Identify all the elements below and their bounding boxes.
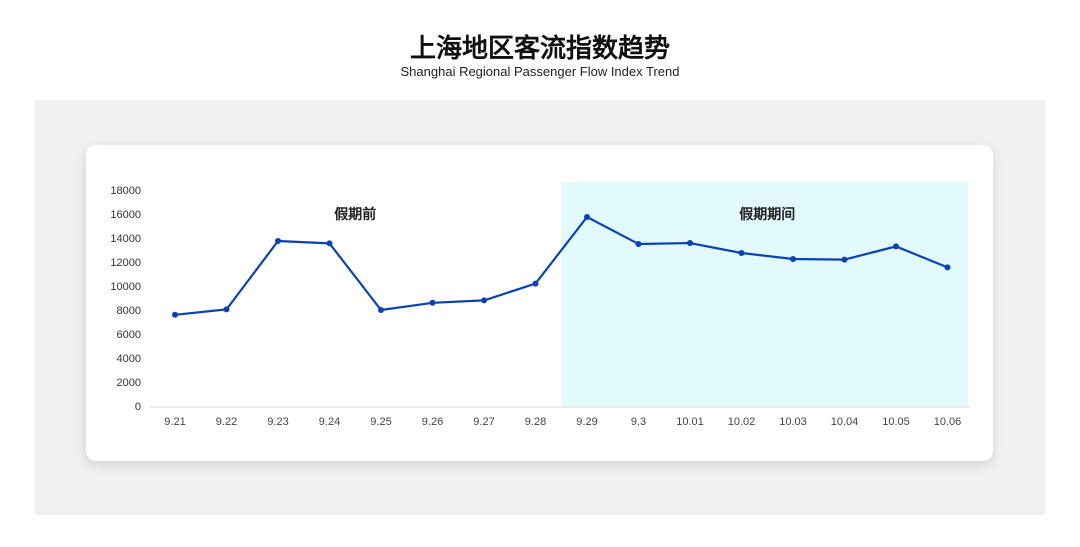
x-tick-label: 9.27 bbox=[473, 416, 494, 428]
y-tick-label: 10000 bbox=[110, 281, 141, 293]
x-tick-label: 9.29 bbox=[576, 416, 597, 428]
x-tick-label: 10.02 bbox=[728, 416, 756, 428]
data-point bbox=[841, 256, 848, 263]
series-line bbox=[174, 215, 948, 316]
data-point bbox=[635, 241, 642, 247]
x-tick-label: 9.3 bbox=[631, 416, 646, 428]
y-tick-label: 16000 bbox=[110, 209, 141, 221]
x-tick-label: 9.26 bbox=[422, 416, 443, 428]
x-tick-label: 9.24 bbox=[319, 416, 340, 428]
data-point bbox=[532, 280, 539, 287]
y-tick-label: 18000 bbox=[110, 185, 141, 197]
holiday-shaded-region bbox=[561, 182, 968, 406]
y-tick-label: 0 bbox=[135, 401, 141, 413]
data-point bbox=[172, 311, 178, 318]
y-tick-label: 14000 bbox=[110, 233, 141, 245]
data-point bbox=[223, 306, 230, 313]
data-point bbox=[790, 256, 796, 262]
data-point bbox=[429, 299, 436, 306]
data-point bbox=[481, 297, 487, 304]
data-point bbox=[378, 307, 384, 313]
x-tick-label: 9.25 bbox=[370, 416, 391, 428]
x-tick-label: 9.28 bbox=[525, 416, 546, 428]
x-tick-label: 9.23 bbox=[267, 416, 288, 428]
x-tick-label: 10.01 bbox=[676, 416, 704, 428]
data-point bbox=[687, 240, 693, 247]
data-point bbox=[893, 243, 899, 250]
x-tick-label: 10.06 bbox=[934, 416, 962, 428]
data-point bbox=[584, 214, 590, 220]
data-point bbox=[944, 264, 951, 271]
page-title: 上海地区客流指数趋势 bbox=[409, 34, 670, 64]
y-tick-label: 4000 bbox=[117, 353, 141, 365]
y-tick-label: 8000 bbox=[117, 305, 141, 317]
data-point bbox=[738, 250, 745, 256]
y-tick-label: 12000 bbox=[110, 257, 141, 269]
x-tick-label: 9.22 bbox=[216, 416, 237, 428]
y-tick-label: 6000 bbox=[117, 329, 141, 341]
x-tick-label: 9.21 bbox=[164, 416, 185, 428]
x-tick-label: 10.03 bbox=[779, 416, 807, 428]
page-subtitle: Shanghai Regional Passenger Flow Index T… bbox=[400, 64, 680, 79]
region-label: 假期前 bbox=[334, 206, 376, 222]
x-tick-label: 10.04 bbox=[831, 416, 859, 428]
data-point bbox=[326, 240, 333, 247]
y-tick-label: 2000 bbox=[117, 377, 141, 389]
data-point bbox=[275, 238, 281, 244]
x-tick-label: 10.05 bbox=[882, 416, 910, 428]
region-label: 假期期间 bbox=[739, 206, 795, 222]
